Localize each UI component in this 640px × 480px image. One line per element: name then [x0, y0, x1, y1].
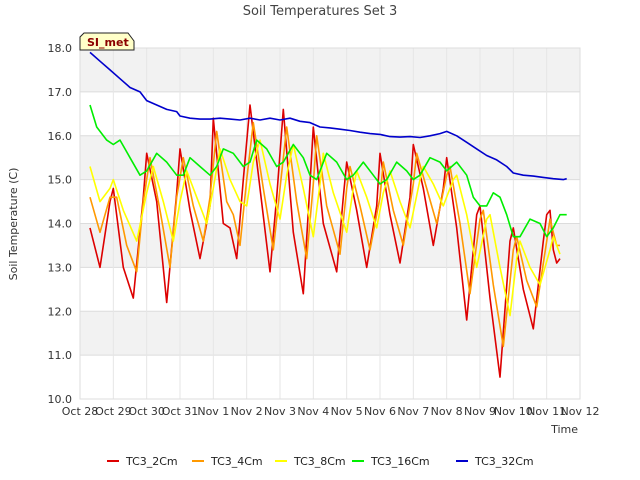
station-badge: SI_met — [79, 32, 135, 51]
x-tick-label: Nov 9 — [464, 405, 496, 418]
y-axis-label: Soil Temperature (C) — [7, 168, 20, 281]
plot-area — [79, 47, 581, 400]
y-tick-label: 15.0 — [48, 174, 73, 187]
series-line-TC3_4Cm — [89, 121, 560, 348]
legend-label-TC3_32Cm: TC3_32Cm — [474, 455, 534, 468]
station-badge-shape — [79, 32, 135, 51]
legend-label-TC3_8Cm: TC3_8Cm — [293, 455, 346, 468]
x-tick-label: Nov 6 — [364, 405, 396, 418]
station-badge-label: SI_met — [87, 36, 129, 49]
x-tick-label: Nov 4 — [297, 405, 329, 418]
band-15 — [80, 135, 580, 180]
band-17 — [80, 48, 580, 92]
y-tick-label: 13.0 — [48, 261, 73, 274]
y-tick-label: 16.0 — [48, 130, 73, 143]
x-tick-label: Oct 29 — [95, 405, 132, 418]
x-tick-label: Nov 11 — [527, 405, 566, 418]
legend-label-TC3_2Cm: TC3_2Cm — [125, 455, 178, 468]
y-tick-label: 11.0 — [48, 349, 73, 362]
y-axis-ticks: 10.0 11.0 12.0 13.0 14.0 15.0 16.0 17.0 18.0 — [48, 42, 73, 406]
chart-title: Soil Temperatures Set 3 — [243, 4, 398, 19]
x-axis-label: Time — [550, 423, 578, 436]
y-tick-label: 12.0 — [48, 305, 73, 318]
x-tick-label: Oct 30 — [128, 405, 165, 418]
y-tick-label: 18.0 — [48, 42, 73, 55]
x-tick-label: Nov 12 — [561, 405, 600, 418]
plot-frame — [79, 47, 581, 400]
x-tick-label: Nov 7 — [397, 405, 429, 418]
x-tick-label: Nov 2 — [231, 405, 263, 418]
x-tick-label: Nov 8 — [431, 405, 463, 418]
x-tick-label: Oct 28 — [62, 405, 99, 418]
y-tick-label: 14.0 — [48, 218, 73, 231]
series-line-TC3_16Cm — [89, 104, 567, 238]
legend: TC3_2Cm TC3_4Cm TC3_8Cm TC3_16Cm TC3_32Cm — [107, 455, 534, 468]
series-line-TC3_8Cm — [89, 139, 561, 317]
x-tick-label: Nov 5 — [331, 405, 363, 418]
data-series — [89, 51, 567, 378]
x-tick-label: Nov 3 — [264, 405, 296, 418]
x-tick-label: Oct 31 — [162, 405, 199, 418]
x-tick-label: Nov 10 — [494, 405, 533, 418]
series-line-TC3_32Cm — [89, 51, 567, 181]
legend-label-TC3_16Cm: TC3_16Cm — [370, 455, 430, 468]
legend-label-TC3_4Cm: TC3_4Cm — [210, 455, 263, 468]
y-tick-label: 10.0 — [48, 393, 73, 406]
x-tick-label: Nov 1 — [197, 405, 229, 418]
y-tick-label: 17.0 — [48, 86, 73, 99]
